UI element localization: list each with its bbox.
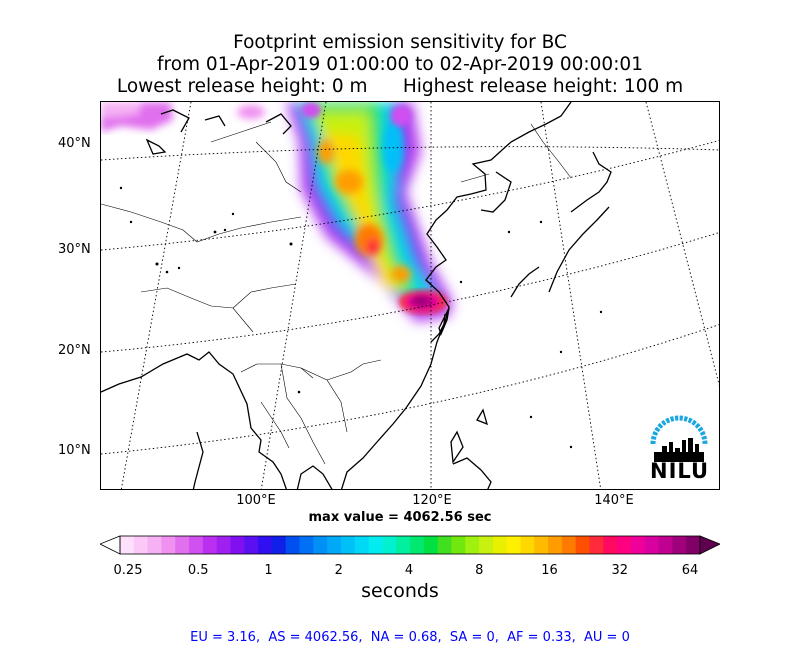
colorbar-cell [465, 536, 480, 554]
colorbar-cell [410, 536, 425, 554]
colorbar [100, 535, 720, 555]
colorbar-cell [644, 536, 659, 554]
colorbar-cell [396, 536, 411, 554]
map-canvas [101, 102, 719, 489]
nilu-logo [648, 412, 710, 482]
nilu-skyline-icon [650, 415, 708, 462]
colorbar-cell [230, 536, 245, 554]
lon-label-140e: 140°E [594, 493, 634, 508]
colorbar-cell [189, 536, 204, 554]
nilu-logo-text: NILU [650, 459, 710, 483]
colorbar-tick-label: 4 [404, 563, 414, 578]
colorbar-cells [120, 536, 701, 554]
colorbar-under-arrow [100, 535, 121, 555]
colorbar-cell [658, 536, 673, 554]
lakes-and-islands [119, 186, 603, 449]
colorbar-cell [244, 536, 259, 554]
colorbar-cell [258, 536, 273, 554]
colorbar-cell [617, 536, 632, 554]
lon-label-100e: 100°E [236, 493, 276, 508]
colorbar-tick-label: 16 [541, 563, 558, 578]
parallel-10n [101, 324, 719, 455]
lat-label-40n: 40°N [58, 136, 91, 151]
colorbar-tick-label: 0.25 [113, 563, 143, 578]
colorbar-tick-label: 8 [475, 563, 484, 578]
coastlines [101, 102, 612, 489]
colorbar-cell [327, 536, 342, 554]
colorbar-cell [147, 536, 162, 554]
colorbar-cell [492, 536, 508, 554]
parallel-40n [101, 146, 719, 161]
meridian-150e [645, 102, 719, 387]
meridian-90e [120, 102, 192, 489]
colorbar-cell [437, 536, 452, 554]
colorbar-frame [119, 535, 701, 555]
colorbar-tick-label: 0.5 [187, 563, 209, 578]
colorbar-cell [175, 536, 190, 554]
colorbar-label: seconds [361, 580, 439, 602]
colorbar-cell [368, 536, 383, 554]
colorbar-cell [506, 536, 521, 554]
region-totals: EU = 3.16, AS = 4062.56, NA = 0.68, SA =… [190, 630, 630, 645]
plot-title-line-3: Lowest release height: 0 m Highest relea… [116, 76, 684, 97]
colorbar-cell [451, 536, 466, 554]
meridian-140e [540, 102, 602, 489]
colorbar-cell [603, 536, 618, 554]
colorbar-tick-label: 64 [681, 563, 699, 578]
colorbar-cell [575, 536, 590, 554]
colorbar-cell [534, 536, 549, 554]
colorbar-cell [589, 536, 604, 554]
lat-label-30n: 30°N [58, 242, 91, 257]
colorbar-cell [561, 536, 577, 554]
plot-title-line-1: Footprint emission sensitivity for BC [233, 32, 567, 53]
colorbar-cell [382, 536, 397, 554]
colorbar-tick-label: 2 [334, 563, 343, 578]
colorbar-cell [285, 536, 300, 554]
lat-label-20n: 20°N [58, 343, 91, 358]
colorbar-cell [672, 536, 687, 554]
colorbar-tick-label: 1 [264, 563, 273, 578]
colorbar-cell [340, 536, 356, 554]
graticule [101, 102, 719, 489]
colorbar-cell [520, 536, 535, 554]
colorbar-cell [630, 536, 646, 554]
parallel-20n [101, 232, 719, 353]
colorbar-cell [354, 536, 369, 554]
map-panel [100, 101, 720, 490]
colorbar-cell [423, 536, 439, 554]
colorbar-cell [299, 536, 314, 554]
footprint-plume [101, 102, 453, 322]
plot-title-line-2: from 01-Apr-2019 01:00:00 to 02-Apr-2019… [157, 54, 643, 75]
colorbar-cell [202, 536, 218, 554]
colorbar-cell [548, 536, 563, 554]
colorbar-cell [686, 536, 701, 554]
colorbar-cell [133, 536, 149, 554]
colorbar-cell [120, 536, 135, 554]
colorbar-cell [216, 536, 231, 554]
colorbar-tick-label: 32 [611, 563, 629, 578]
meridian-100e [260, 102, 327, 489]
max-value-label: max value = 4062.56 sec [308, 510, 492, 525]
colorbar-cell [479, 536, 494, 554]
colorbar-cell [161, 536, 176, 554]
lon-label-120e: 120°E [412, 493, 452, 508]
colorbar-over-arrow [699, 535, 720, 555]
colorbar-cell [271, 536, 287, 554]
colorbar-cell [313, 536, 328, 554]
lat-label-10n: 10°N [58, 443, 91, 458]
country-borders [101, 121, 572, 465]
